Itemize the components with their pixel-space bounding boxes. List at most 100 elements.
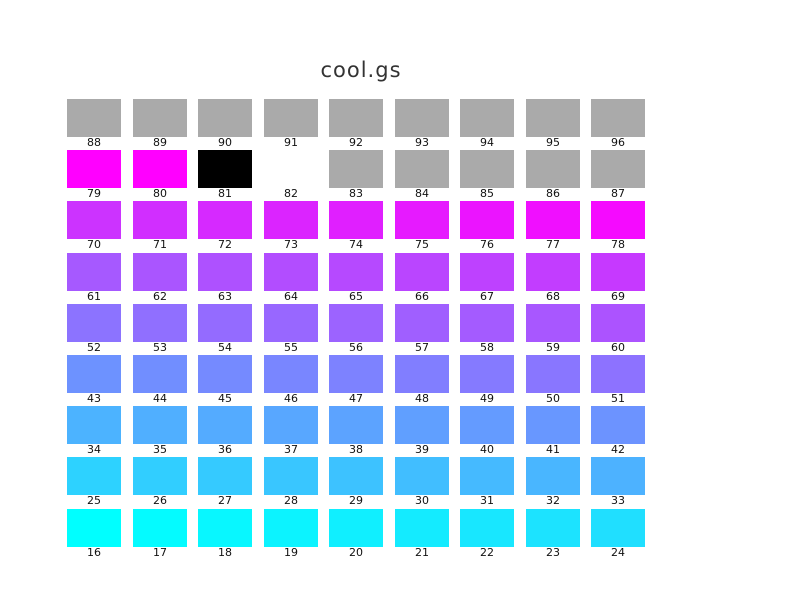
color-index-label: 73 bbox=[284, 238, 298, 251]
color-swatch bbox=[460, 304, 514, 342]
color-swatch bbox=[329, 99, 383, 137]
color-swatch bbox=[133, 99, 187, 137]
color-swatch bbox=[591, 509, 645, 547]
color-index-label: 58 bbox=[480, 341, 494, 354]
color-swatch bbox=[591, 355, 645, 393]
color-index-label: 95 bbox=[546, 136, 560, 149]
color-index-label: 45 bbox=[218, 392, 232, 405]
color-index-label: 51 bbox=[611, 392, 625, 405]
color-swatch bbox=[591, 201, 645, 239]
color-index-label: 40 bbox=[480, 443, 494, 456]
color-swatch bbox=[264, 457, 318, 495]
color-index-label: 16 bbox=[87, 546, 101, 559]
color-index-label: 17 bbox=[153, 546, 167, 559]
color-index-label: 78 bbox=[611, 238, 625, 251]
color-swatch bbox=[526, 355, 580, 393]
color-index-label: 29 bbox=[349, 494, 363, 507]
color-swatch bbox=[329, 304, 383, 342]
color-index-label: 52 bbox=[87, 341, 101, 354]
color-swatch bbox=[67, 253, 121, 291]
color-swatch bbox=[329, 201, 383, 239]
color-index-label: 64 bbox=[284, 290, 298, 303]
color-swatch bbox=[67, 201, 121, 239]
color-index-label: 36 bbox=[218, 443, 232, 456]
color-index-label: 27 bbox=[218, 494, 232, 507]
color-swatch bbox=[198, 355, 252, 393]
color-index-label: 75 bbox=[415, 238, 429, 251]
color-swatch bbox=[591, 150, 645, 188]
color-index-label: 22 bbox=[480, 546, 494, 559]
color-index-label: 34 bbox=[87, 443, 101, 456]
color-swatch bbox=[264, 150, 318, 188]
color-swatch bbox=[133, 253, 187, 291]
color-index-label: 50 bbox=[546, 392, 560, 405]
color-swatch bbox=[395, 406, 449, 444]
color-index-label: 60 bbox=[611, 341, 625, 354]
color-index-label: 43 bbox=[87, 392, 101, 405]
color-index-label: 96 bbox=[611, 136, 625, 149]
color-swatch bbox=[264, 304, 318, 342]
color-swatch bbox=[526, 509, 580, 547]
color-index-label: 63 bbox=[218, 290, 232, 303]
color-swatch bbox=[526, 304, 580, 342]
color-swatch bbox=[329, 253, 383, 291]
palette-title: cool.gs bbox=[320, 58, 402, 82]
color-swatch bbox=[460, 99, 514, 137]
color-index-label: 31 bbox=[480, 494, 494, 507]
color-swatch bbox=[133, 457, 187, 495]
color-index-label: 89 bbox=[153, 136, 167, 149]
color-swatch bbox=[460, 150, 514, 188]
color-swatch bbox=[395, 355, 449, 393]
color-swatch bbox=[264, 253, 318, 291]
color-index-label: 80 bbox=[153, 187, 167, 200]
color-index-label: 48 bbox=[415, 392, 429, 405]
color-index-label: 72 bbox=[218, 238, 232, 251]
color-swatch bbox=[264, 201, 318, 239]
color-swatch bbox=[395, 201, 449, 239]
color-swatch bbox=[198, 457, 252, 495]
color-swatch bbox=[395, 457, 449, 495]
color-index-label: 57 bbox=[415, 341, 429, 354]
color-index-label: 71 bbox=[153, 238, 167, 251]
color-index-label: 93 bbox=[415, 136, 429, 149]
color-swatch bbox=[133, 406, 187, 444]
color-index-label: 83 bbox=[349, 187, 363, 200]
color-swatch bbox=[133, 304, 187, 342]
color-index-label: 67 bbox=[480, 290, 494, 303]
color-swatch bbox=[395, 253, 449, 291]
color-index-label: 85 bbox=[480, 187, 494, 200]
color-index-label: 47 bbox=[349, 392, 363, 405]
color-swatch bbox=[460, 509, 514, 547]
color-swatch bbox=[591, 457, 645, 495]
color-index-label: 65 bbox=[349, 290, 363, 303]
color-swatch bbox=[198, 304, 252, 342]
color-index-label: 30 bbox=[415, 494, 429, 507]
color-swatch bbox=[526, 150, 580, 188]
color-index-label: 74 bbox=[349, 238, 363, 251]
color-index-label: 21 bbox=[415, 546, 429, 559]
color-swatch bbox=[67, 99, 121, 137]
color-index-label: 82 bbox=[284, 187, 298, 200]
color-swatch bbox=[198, 201, 252, 239]
color-swatch bbox=[329, 355, 383, 393]
color-index-label: 54 bbox=[218, 341, 232, 354]
color-index-label: 68 bbox=[546, 290, 560, 303]
color-index-label: 19 bbox=[284, 546, 298, 559]
color-index-label: 55 bbox=[284, 341, 298, 354]
color-index-label: 49 bbox=[480, 392, 494, 405]
color-index-label: 86 bbox=[546, 187, 560, 200]
color-swatch bbox=[67, 457, 121, 495]
color-index-label: 59 bbox=[546, 341, 560, 354]
color-index-label: 35 bbox=[153, 443, 167, 456]
color-swatch bbox=[264, 355, 318, 393]
color-index-label: 62 bbox=[153, 290, 167, 303]
color-index-label: 33 bbox=[611, 494, 625, 507]
color-swatch bbox=[395, 509, 449, 547]
color-swatch bbox=[526, 201, 580, 239]
color-swatch bbox=[67, 406, 121, 444]
color-swatch bbox=[591, 304, 645, 342]
color-swatch bbox=[198, 253, 252, 291]
color-swatch bbox=[133, 355, 187, 393]
color-index-label: 94 bbox=[480, 136, 494, 149]
color-index-label: 70 bbox=[87, 238, 101, 251]
